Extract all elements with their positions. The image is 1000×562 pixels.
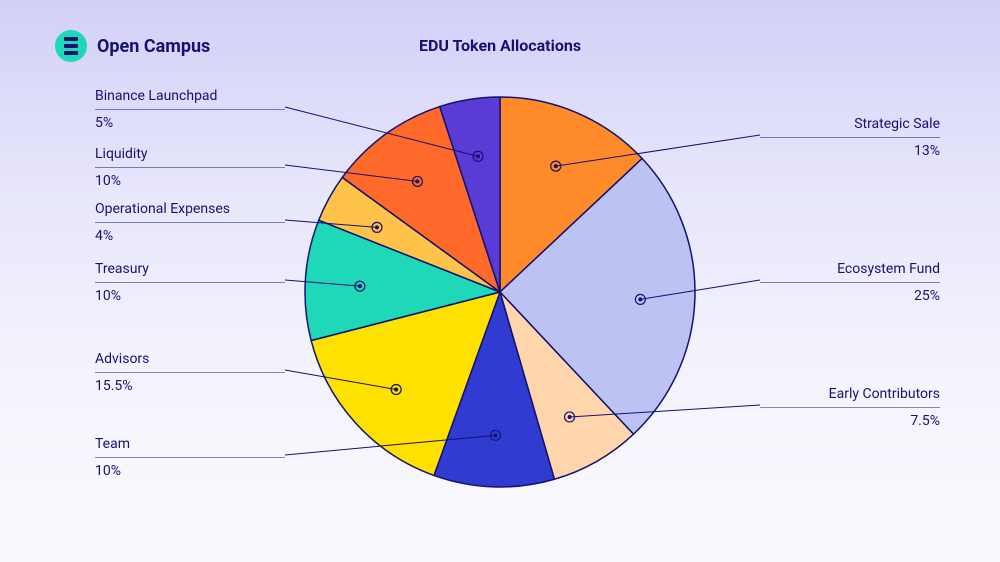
chart-label: Early Contributors 7.5% [760, 385, 940, 431]
pie-chart [303, 95, 697, 489]
label-value: 10% [95, 462, 285, 481]
chart-title: EDU Token Allocations [419, 36, 581, 55]
chart-label: Advisors 15.5% [95, 350, 285, 396]
label-name: Advisors [95, 350, 285, 369]
label-name: Early Contributors [760, 385, 940, 404]
chart-label: Liquidity 10% [95, 145, 285, 191]
brand-logo: Open Campus [55, 30, 210, 62]
label-name: Liquidity [95, 145, 285, 164]
label-name: Operational Expenses [95, 200, 285, 219]
chart-label: Operational Expenses 4% [95, 200, 285, 246]
chart-label: Ecosystem Fund 25% [760, 260, 940, 306]
label-name: Ecosystem Fund [760, 260, 940, 279]
chart-label: Strategic Sale 13% [760, 115, 940, 161]
label-name: Treasury [95, 260, 285, 279]
label-value: 13% [760, 142, 940, 161]
label-value: 10% [95, 287, 285, 306]
label-name: Team [95, 435, 285, 454]
label-value: 10% [95, 172, 285, 191]
label-name: Binance Launchpad [95, 87, 285, 106]
brand-name: Open Campus [97, 36, 210, 57]
label-value: 4% [95, 227, 285, 246]
label-value: 15.5% [95, 377, 285, 396]
label-value: 7.5% [760, 412, 940, 431]
label-name: Strategic Sale [760, 115, 940, 134]
chart-label: Treasury 10% [95, 260, 285, 306]
label-value: 25% [760, 287, 940, 306]
label-value: 5% [95, 114, 285, 133]
brand-logo-icon [55, 30, 87, 62]
chart-label: Team 10% [95, 435, 285, 481]
chart-label: Binance Launchpad 5% [95, 87, 285, 133]
